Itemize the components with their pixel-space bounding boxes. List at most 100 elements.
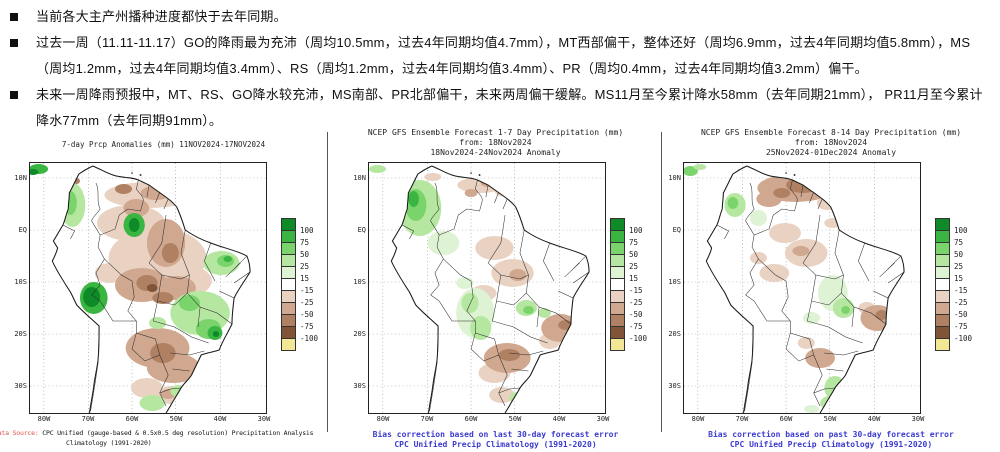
- square-bullet-icon: [10, 13, 18, 21]
- lat-tick-label: 30S: [668, 382, 681, 390]
- lat-tick-label: 30S: [353, 382, 366, 390]
- colorbar: 100 75 50 25 15 -15 -25 -50 -75 -100: [935, 218, 972, 351]
- map-plot-forecast-8-14: 10N EQ 10S 20S 30S 80W 70W 60W 50W 40W 30W: [668, 162, 924, 423]
- colorbar-tick-label: 75: [300, 238, 310, 247]
- bullet-text: 未来一周降雨预报中，MT、RS、GO降水较充沛，MS南部、PR北部偏干，未来两周…: [36, 87, 983, 128]
- lat-tick-label: EQ: [672, 226, 681, 234]
- south-america-map-svg: [369, 163, 605, 413]
- lon-tick-label: 50W: [823, 415, 837, 423]
- colorbar-tick-label: 15: [300, 274, 310, 283]
- colorbar-tick-label: -75: [300, 322, 314, 331]
- footer-source-text2: Climatology (1991-2020): [66, 439, 152, 447]
- map-footer-source: Data Source: CPC Unified (gauge-based & …: [0, 428, 314, 448]
- lon-tick-label: 40W: [867, 415, 881, 423]
- colorbar-tick-label: -25: [954, 298, 968, 307]
- colorbar: 100 75 50 25 15 -15 -25 -50 -75 -100: [610, 218, 647, 351]
- footer-source-prefix: Data Source:: [0, 429, 39, 437]
- colorbar-tick-label: -100: [629, 334, 648, 343]
- lon-tick-label: 70W: [420, 415, 434, 423]
- colorbar-tick-label: 100: [300, 226, 314, 235]
- lon-tick-label: 70W: [735, 415, 749, 423]
- lon-tick-label: 80W: [691, 415, 705, 423]
- colorbar-tick-label: -15: [629, 286, 643, 295]
- bullet-item: 过去一周（11.11-11.17）GO的降雨最为充沛（周均10.5mm，过去4年…: [8, 30, 992, 82]
- map-plot-observed: 10N EQ 10S 20S 30S 80W 70W 60W 50W 40W 30W: [14, 162, 270, 423]
- colorbar-segment: [281, 338, 296, 351]
- colorbar-tick-label: -100: [954, 334, 973, 343]
- bullet-text: 当前各大主产州播种进度都快于去年同期。: [36, 9, 287, 24]
- footer-source-text: CPC Unified (gauge-based & 0.5x0.5 deg r…: [42, 429, 314, 437]
- square-bullet-icon: [10, 39, 18, 47]
- lat-tick-label: 20S: [668, 330, 681, 338]
- colorbar-tick-label: 50: [954, 250, 964, 259]
- lon-tick-label: 30W: [596, 415, 610, 423]
- panel-divider: [661, 132, 662, 432]
- colorbar-tick-label: -75: [629, 322, 643, 331]
- lat-tick-label: 20S: [353, 330, 366, 338]
- map-plot-forecast-1-7: 10N EQ 10S 20S 30S 80W 70W 60W 50W 40W 30W: [353, 162, 609, 423]
- lat-tick-label: 10N: [14, 174, 27, 182]
- lon-tick-label: 40W: [552, 415, 566, 423]
- map-footer-bias: Bias correction based on last 30-day for…: [372, 430, 619, 449]
- lon-tick-label: 60W: [779, 415, 793, 423]
- colorbar-tick-label: 25: [300, 262, 310, 271]
- map-panel-forecast-1-7: NCEP GFS Ensemble Forecast 1-7 Day Preci…: [330, 128, 661, 452]
- map-title: 7-day Prcp Anomalies (mm) 11NOV2024-17NO…: [61, 140, 266, 149]
- colorbar-tick-label: -25: [629, 298, 643, 307]
- map-title: NCEP GFS Ensemble Forecast 8-14 Day Prec…: [700, 128, 962, 157]
- lat-tick-label: 10N: [668, 174, 681, 182]
- colorbar-tick-label: 75: [954, 238, 964, 247]
- colorbar-tick-label: 100: [954, 226, 968, 235]
- south-america-map-svg: [684, 163, 920, 413]
- lat-tick-label: 30S: [14, 382, 27, 390]
- colorbar-tick-label: 15: [954, 274, 964, 283]
- lat-tick-label: 10S: [353, 278, 366, 286]
- colorbar-tick-label: 25: [629, 262, 639, 271]
- bullet-text: 过去一周（11.11-11.17）GO的降雨最为充沛（周均10.5mm，过去4年…: [36, 35, 971, 76]
- colorbar-tick-label: -75: [954, 322, 968, 331]
- colorbar-tick-label: 15: [629, 274, 639, 283]
- map-footer-bias: Bias correction based on past 30-day for…: [708, 430, 954, 449]
- lon-tick-label: 50W: [508, 415, 522, 423]
- lat-tick-label: 10N: [353, 174, 366, 182]
- map-panel-forecast-8-14: NCEP GFS Ensemble Forecast 8-14 Day Prec…: [662, 128, 1000, 452]
- colorbar-segment: [935, 338, 950, 351]
- anomaly-shading: [30, 164, 240, 411]
- anomaly-shading: [369, 165, 580, 404]
- lat-tick-label: EQ: [18, 226, 27, 234]
- lon-tick-label: 30W: [911, 415, 925, 423]
- colorbar: 100 75 50 25 15 -15 -25 -50 -75 -100: [281, 218, 318, 351]
- bullet-item: 未来一周降雨预报中，MT、RS、GO降水较充沛，MS南部、PR北部偏干，未来两周…: [8, 82, 992, 134]
- colorbar-tick-label: -50: [300, 310, 314, 319]
- colorbar-tick-label: 50: [629, 250, 639, 259]
- lon-tick-label: 50W: [169, 415, 183, 423]
- lon-tick-label: 60W: [125, 415, 139, 423]
- anomaly-shading: [684, 164, 895, 413]
- bullet-item: 当前各大主产州播种进度都快于去年同期。: [8, 4, 992, 30]
- colorbar-tick-label: -100: [300, 334, 319, 343]
- colorbar-tick-label: 100: [629, 226, 643, 235]
- colorbar-tick-label: -25: [300, 298, 314, 307]
- colorbar-segment: [610, 338, 625, 351]
- lon-tick-label: 40W: [213, 415, 227, 423]
- colorbar-tick-label: 25: [954, 262, 964, 271]
- lon-tick-label: 80W: [376, 415, 390, 423]
- lat-tick-label: EQ: [357, 226, 366, 234]
- colorbar-tick-label: -15: [954, 286, 968, 295]
- south-america-map-svg: [30, 163, 266, 413]
- colorbar-tick-label: 50: [300, 250, 310, 259]
- lat-tick-label: 10S: [668, 278, 681, 286]
- map-title: NCEP GFS Ensemble Forecast 1-7 Day Preci…: [367, 128, 624, 157]
- square-bullet-icon: [10, 91, 18, 99]
- map-panel-observed: 7-day Prcp Anomalies (mm) 11NOV2024-17NO…: [0, 128, 327, 452]
- lon-tick-label: 60W: [464, 415, 478, 423]
- colorbar-tick-label: -15: [300, 286, 314, 295]
- panel-divider: [327, 132, 328, 432]
- colorbar-tick-label: -50: [629, 310, 643, 319]
- lat-tick-label: 20S: [14, 330, 27, 338]
- lat-tick-label: 10S: [14, 278, 27, 286]
- lon-tick-label: 70W: [81, 415, 95, 423]
- summary-bullets: 当前各大主产州播种进度都快于去年同期。 过去一周（11.11-11.17）GO的…: [8, 4, 992, 134]
- colorbar-tick-label: -50: [954, 310, 968, 319]
